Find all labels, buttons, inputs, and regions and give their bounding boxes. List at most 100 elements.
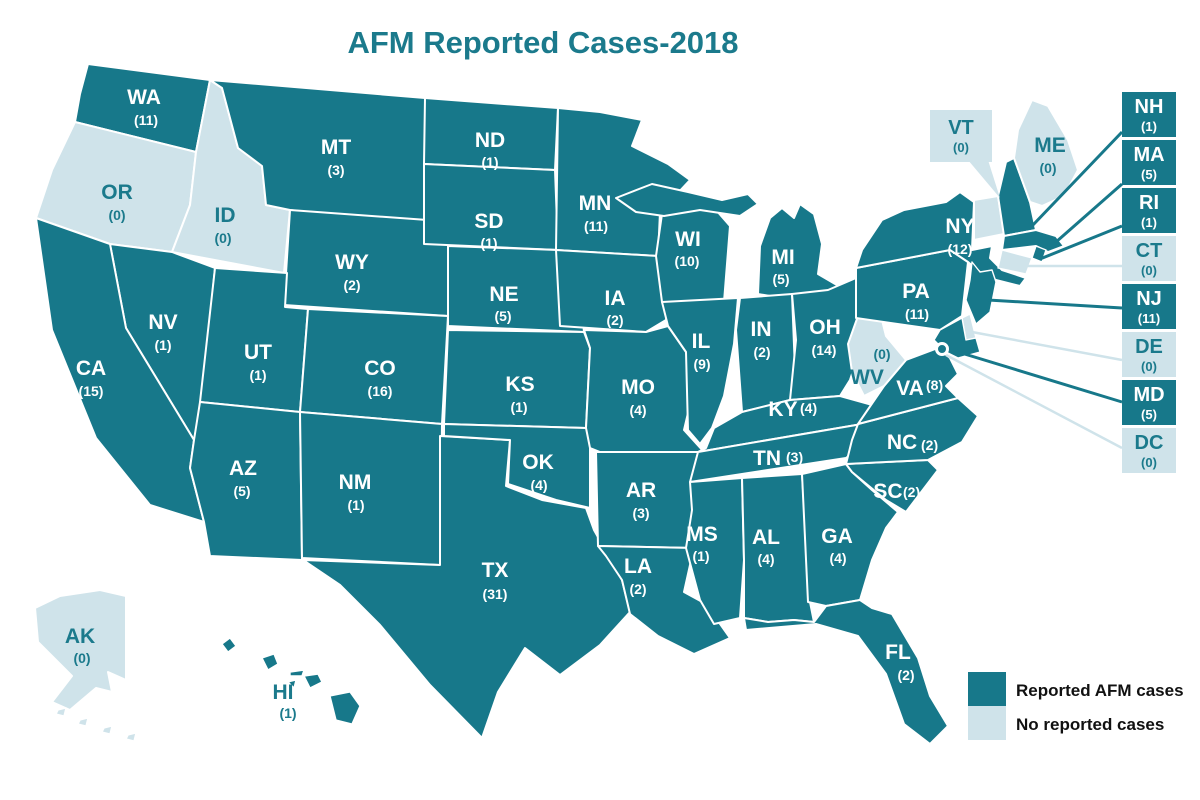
callout-box-dc: DC (0): [1122, 428, 1176, 473]
state-count-sd: (1): [480, 235, 497, 251]
callout-label-nj: NJ: [1136, 288, 1162, 310]
state-count-wa: (11): [134, 112, 158, 128]
state-shape-hi-lanai: [287, 679, 297, 689]
state-count-al: (4): [757, 551, 774, 567]
state-count-ar: (3): [632, 505, 649, 521]
state-shape-az: [189, 401, 303, 561]
page-title: AFM Reported Cases-2018: [347, 25, 738, 60]
nh-callout-rect: [1122, 92, 1176, 137]
ma-callout-rect: [1122, 140, 1176, 185]
callout-box-de: DE (0): [1122, 332, 1176, 377]
callout-line-dc: [945, 353, 1123, 450]
state-count-sc: (2): [903, 484, 920, 500]
callout-box-nh: NH (1): [1122, 92, 1176, 137]
callout-label-ri: RI: [1139, 192, 1159, 214]
state-shape-tx: [302, 435, 631, 739]
state-label-sc: SC: [873, 480, 902, 503]
state-count-ky: (4): [800, 400, 817, 416]
callout-count-ma: (5): [1141, 167, 1157, 182]
state-shape-me: [1013, 99, 1079, 207]
state-label-ks: KS: [505, 373, 534, 396]
de-callout-rect: [1122, 332, 1176, 377]
state-count-wy: (2): [343, 277, 360, 293]
state-label-mi: MI: [771, 246, 794, 269]
state-shape-ma: [1001, 229, 1065, 253]
callout-line-nj: [987, 298, 1123, 310]
state-shape-hi-oahu: [261, 653, 279, 671]
state-label-fl: FL: [885, 641, 911, 664]
state-count-ny: (12): [948, 241, 973, 257]
state-shape-ak-island: [125, 732, 137, 742]
state-shape-il: [661, 297, 739, 445]
state-count-wi: (10): [675, 253, 700, 269]
state-label-nm: NM: [339, 471, 372, 494]
callout-box-vt: VT (0): [930, 110, 1000, 198]
state-count-in: (2): [753, 344, 770, 360]
callout-line-de: [971, 330, 1123, 362]
state-count-va: (8): [926, 377, 943, 393]
state-label-il: IL: [692, 330, 711, 353]
state-count-mo: (4): [629, 402, 646, 418]
callout-box-md: MD (5): [1122, 380, 1176, 425]
callout-label-nh: NH: [1135, 96, 1164, 118]
callout-count-md: (5): [1141, 407, 1157, 422]
state-label-wi: WI: [675, 228, 701, 251]
state-label-ar: AR: [626, 479, 656, 502]
callout-count-ri: (1): [1141, 215, 1157, 230]
state-label-ga: GA: [821, 525, 853, 548]
state-label-nv: NV: [148, 311, 177, 334]
state-count-ms: (1): [692, 548, 709, 564]
md-callout-rect: [1122, 380, 1176, 425]
state-label-ut: UT: [244, 341, 272, 364]
state-label-wv: WV: [850, 366, 884, 389]
state-label-al: AL: [752, 526, 780, 549]
state-shapes: [34, 63, 1079, 745]
callout-label-dc: DC: [1135, 432, 1164, 454]
state-label-mn: MN: [579, 192, 612, 215]
state-shape-ct: [997, 249, 1033, 275]
dc-location-marker: [935, 342, 949, 356]
nj-callout-rect: [1122, 284, 1176, 329]
state-label-hi: HI: [273, 681, 294, 704]
state-label-ca: CA: [76, 357, 106, 380]
state-shape-hi-bigisland: [329, 691, 361, 725]
state-count-wv: (0): [873, 346, 890, 362]
state-label-or: OR: [101, 181, 133, 204]
state-shape-ak-island: [77, 717, 89, 727]
state-label-tx: TX: [482, 559, 509, 582]
callout-label-vt: VT: [948, 117, 974, 139]
callout-count-vt: (0): [953, 140, 969, 155]
state-shape-hi-kauai: [221, 637, 237, 653]
state-label-pa: PA: [902, 280, 930, 303]
callout-line-nh: [1030, 130, 1124, 228]
callout-lines: [945, 130, 1124, 450]
state-label-ny: NY: [945, 215, 974, 238]
state-count-or: (0): [108, 207, 125, 223]
state-label-me: ME: [1034, 134, 1066, 157]
callout-box-nj: NJ (11): [1122, 284, 1176, 329]
state-label-sd: SD: [474, 210, 503, 233]
dc-callout-rect: [1122, 428, 1176, 473]
state-count-mi: (5): [772, 271, 789, 287]
state-shape-ak-island: [101, 725, 113, 735]
state-label-nc: NC: [887, 431, 917, 454]
vt-callout-pointer: [968, 160, 1000, 198]
callout-label-md: MD: [1133, 384, 1164, 406]
state-count-nd: (1): [481, 154, 498, 170]
legend-swatch-none: [968, 706, 1006, 740]
state-count-ga: (4): [829, 550, 846, 566]
state-shape-nj: [965, 261, 997, 325]
state-shape-nc: [845, 397, 979, 465]
callout-box-ct: CT (0): [1122, 236, 1176, 281]
callout-label-de: DE: [1135, 336, 1163, 358]
state-label-va: VA: [896, 377, 924, 400]
state-count-ut: (1): [249, 367, 266, 383]
callout-count-nh: (1): [1141, 119, 1157, 134]
state-count-id: (0): [214, 230, 231, 246]
state-label-wa: WA: [127, 86, 161, 109]
callout-column: NH (1) MA (5) RI (1) CT (0) NJ (11) DE (…: [1122, 92, 1176, 473]
state-label-tn: TN: [753, 447, 781, 470]
callout-line-md: [957, 350, 1123, 404]
